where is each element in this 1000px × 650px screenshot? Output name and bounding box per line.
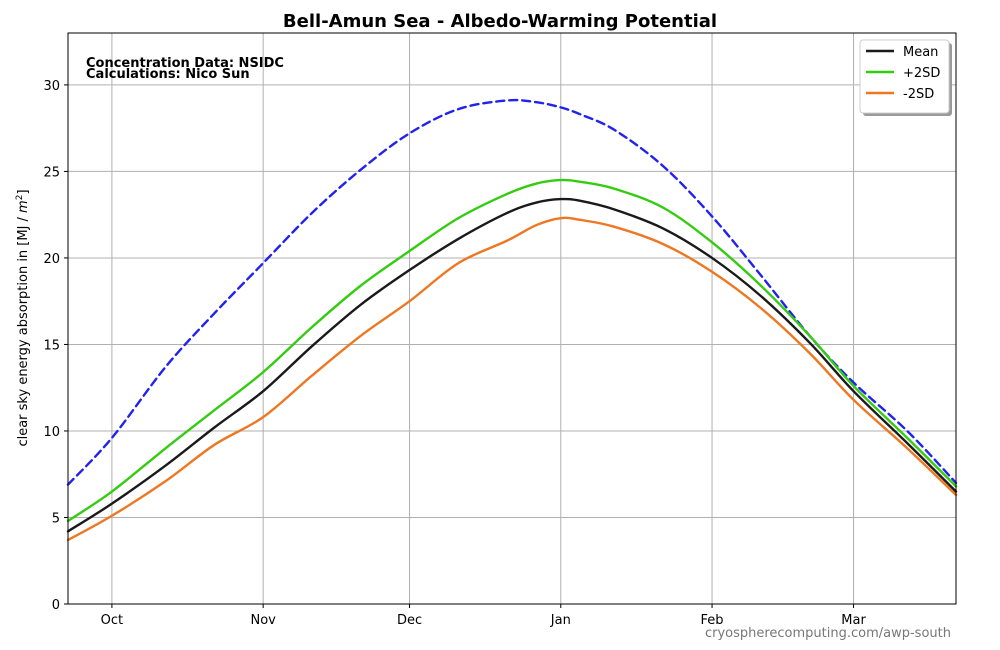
x-tick-label-2: Dec [397,613,422,628]
x-tick-label-5: Mar [841,613,866,628]
series-line-mean [66,197,958,533]
x-tick-label-4: Feb [701,613,724,628]
legend-label-mean: Mean [903,45,938,60]
annotation-credit: cryospherecomputing.com/awp-south [705,626,951,641]
annotation-concentration: Concentration Data: NSIDC [86,56,284,71]
y-axis-label: clear sky energy absorption in [MJ / m2] [15,189,31,446]
legend-label-2sd: -2SD [903,87,934,102]
y-tick-label-4: 20 [43,252,60,267]
x-tick-label-0: Oct [101,613,123,628]
chart-title: Bell-Amun Sea - Albedo-Warming Potential [283,11,717,32]
grid [68,33,956,605]
legend-box [859,39,950,114]
series-line-2sd [66,216,958,542]
x-tick-label-1: Nov [250,613,276,628]
series-line-dashed [66,98,958,486]
legend: Mean +2SD -2SD [859,39,952,116]
annotation-calculations: Calculations: Nico Sun [86,67,250,82]
y-tick-label-2: 10 [43,425,60,440]
x-tick-label-3: Jan [550,613,571,628]
legend-label-2sd: +2SD [903,66,940,81]
y-tick-label-5: 25 [43,165,60,180]
y-tick-label-1: 5 [52,511,60,526]
series-line-2sd [66,178,958,523]
y-tick-label-6: 30 [43,79,60,94]
plot-area [67,32,957,605]
y-tick-label-3: 15 [43,338,60,353]
y-axis: 0 5 10 15 20 25 30 [43,79,68,613]
y-tick-label-0: 0 [52,598,60,613]
series-layer [66,98,958,542]
x-axis: Oct Nov Dec Jan Feb Mar [101,604,866,628]
